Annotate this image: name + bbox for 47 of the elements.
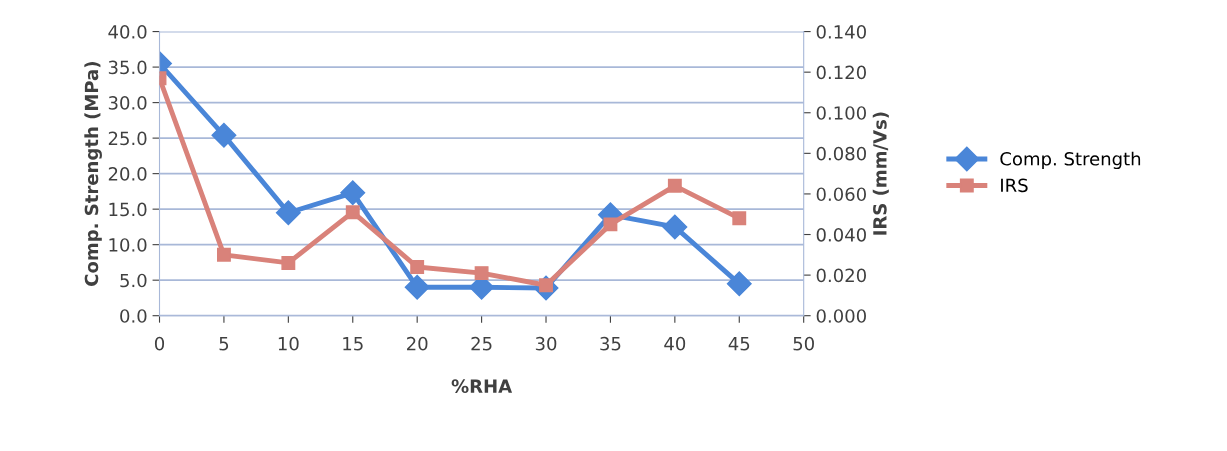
- point: [474, 266, 489, 281]
- y2-tick-label: 0.140: [816, 25, 866, 39]
- y-tick-label: 25.0: [108, 131, 147, 146]
- x-tick-label: 35: [600, 336, 621, 351]
- point: [667, 178, 682, 193]
- x-tick-label: 30: [535, 336, 557, 351]
- legend-label: IRS: [1001, 178, 1028, 193]
- y-tick-label: 15.0: [109, 202, 147, 217]
- point: [732, 211, 747, 226]
- point: [275, 200, 301, 226]
- point: [662, 214, 688, 240]
- y2-tick-label: 0.100: [816, 106, 866, 120]
- y2-tick-label: 0.060: [816, 187, 866, 202]
- x-tick-label: 25: [471, 336, 492, 351]
- y2-tick-label: 0.020: [816, 268, 866, 283]
- legend-label: Comp. Strength: [1000, 151, 1141, 170]
- x-tick-label: 10: [278, 336, 299, 351]
- point: [404, 274, 430, 300]
- y-tick-label: 10.0: [109, 238, 147, 252]
- x-tick-label: 45: [728, 337, 750, 351]
- y-tick-label: 0.0: [120, 309, 147, 323]
- y2-tick-label: 0.040: [816, 227, 866, 242]
- point: [281, 255, 296, 270]
- y2-tick-label: 0.120: [816, 65, 866, 80]
- y2-axis-title: IRS (mm/Vs): [872, 112, 889, 235]
- y-axis-title: Comp. Strength (MPa): [84, 62, 102, 286]
- x-tick-label: 0: [154, 336, 165, 351]
- point: [216, 247, 231, 262]
- x-tick-label: 15: [343, 337, 363, 351]
- y2-tick-label: 0.000: [816, 309, 866, 323]
- x-axis-title: %RHA: [451, 379, 513, 393]
- point: [726, 271, 752, 297]
- point: [603, 217, 618, 232]
- y-tick-label: 20.0: [108, 167, 147, 181]
- x-tick-label: 50: [793, 336, 814, 351]
- point: [345, 205, 360, 220]
- y-tick-label: 5.0: [120, 273, 147, 288]
- point: [340, 180, 366, 206]
- point: [211, 122, 237, 148]
- point: [410, 260, 425, 274]
- x-tick-label: 5: [219, 337, 229, 351]
- y-tick-label: 40.0: [108, 25, 147, 39]
- x-tick-label: 40: [664, 336, 686, 351]
- y-tick-label: 30.0: [108, 96, 147, 110]
- x-tick-label: 20: [407, 336, 428, 351]
- y2-tick-label: 0.080: [816, 146, 866, 161]
- y-tick-label: 35.0: [108, 60, 147, 75]
